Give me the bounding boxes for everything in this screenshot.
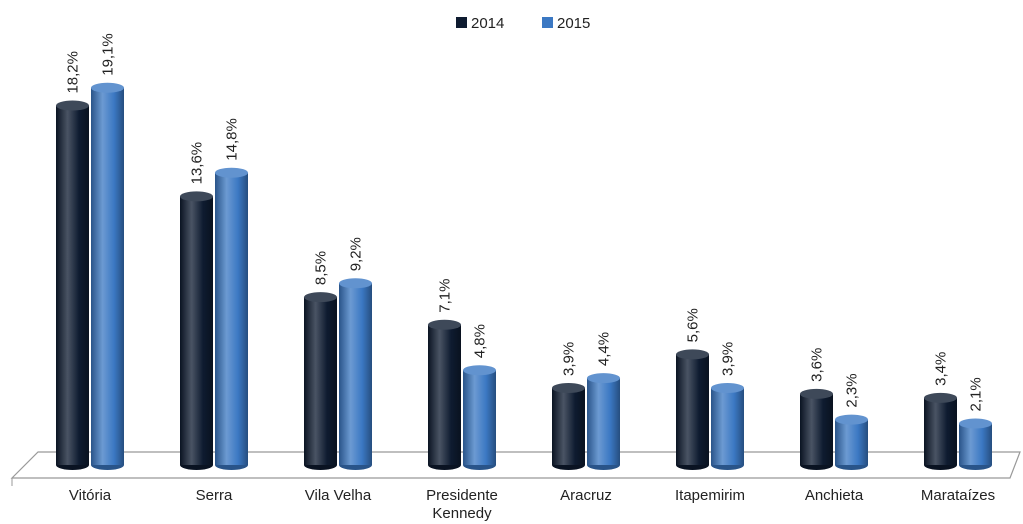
data-label: 3,4% [933,352,950,386]
x-tick-label: Presidente Kennedy [426,487,498,522]
bar-cap [800,388,833,399]
data-label: 9,2% [348,237,365,271]
bar [463,370,496,465]
bar [91,87,124,466]
data-label: 19,1% [100,33,117,76]
bar-cap [924,392,957,403]
bar [215,172,248,465]
bar-cap [56,100,89,111]
legend-swatch [456,17,467,28]
bar-cap [180,191,213,202]
data-label: 4,4% [596,332,613,366]
bar [959,423,992,465]
data-label: 18,2% [65,51,82,94]
data-label: 5,6% [685,308,702,342]
x-tick-label: Itapemirim [675,487,745,504]
bar-cap [339,278,372,289]
data-label: 2,1% [968,377,985,411]
bar [339,283,372,465]
bar [711,387,744,465]
x-tick-label-line: Presidente [426,487,498,504]
x-tick-label: Vila Velha [305,487,372,504]
bar-cap [552,382,585,393]
x-tick-label: Aracruz [560,487,612,504]
x-tick-label: Anchieta [805,487,864,504]
data-label: 8,5% [313,251,330,285]
legend-label: 2014 [471,15,504,32]
legend-swatch [542,17,553,28]
bar [835,419,868,465]
bar [56,105,89,466]
bar-cap [428,319,461,330]
bar [587,378,620,465]
data-label: 13,6% [189,142,206,185]
x-tick-label-line: Kennedy [432,505,492,522]
bar [180,196,213,465]
bar [676,354,709,465]
x-tick-label: Vitória [69,487,112,504]
bar-cap [91,82,124,93]
legend-label: 2015 [557,15,590,32]
data-label: 7,1% [437,279,454,313]
bar-cap [215,167,248,178]
bar-cap [711,382,744,393]
data-label: 14,8% [224,118,241,161]
bar [428,324,461,465]
data-label: 3,9% [720,342,737,376]
floor [10,451,1021,479]
bar-cap [676,349,709,360]
data-label: 3,6% [809,348,826,382]
bar [924,397,957,465]
bar [304,297,337,465]
data-label: 4,8% [472,324,489,358]
bar-cap [835,414,868,425]
bar-cap [959,418,992,429]
data-label: 3,9% [561,342,578,376]
bar-cap [587,373,620,384]
bar-cap [304,292,337,303]
bar [800,393,833,465]
data-label: 2,3% [844,373,861,407]
x-tick-label: Marataízes [921,487,995,504]
bar-cap [463,365,496,376]
x-tick-label: Serra [196,487,233,504]
bar [552,387,585,465]
